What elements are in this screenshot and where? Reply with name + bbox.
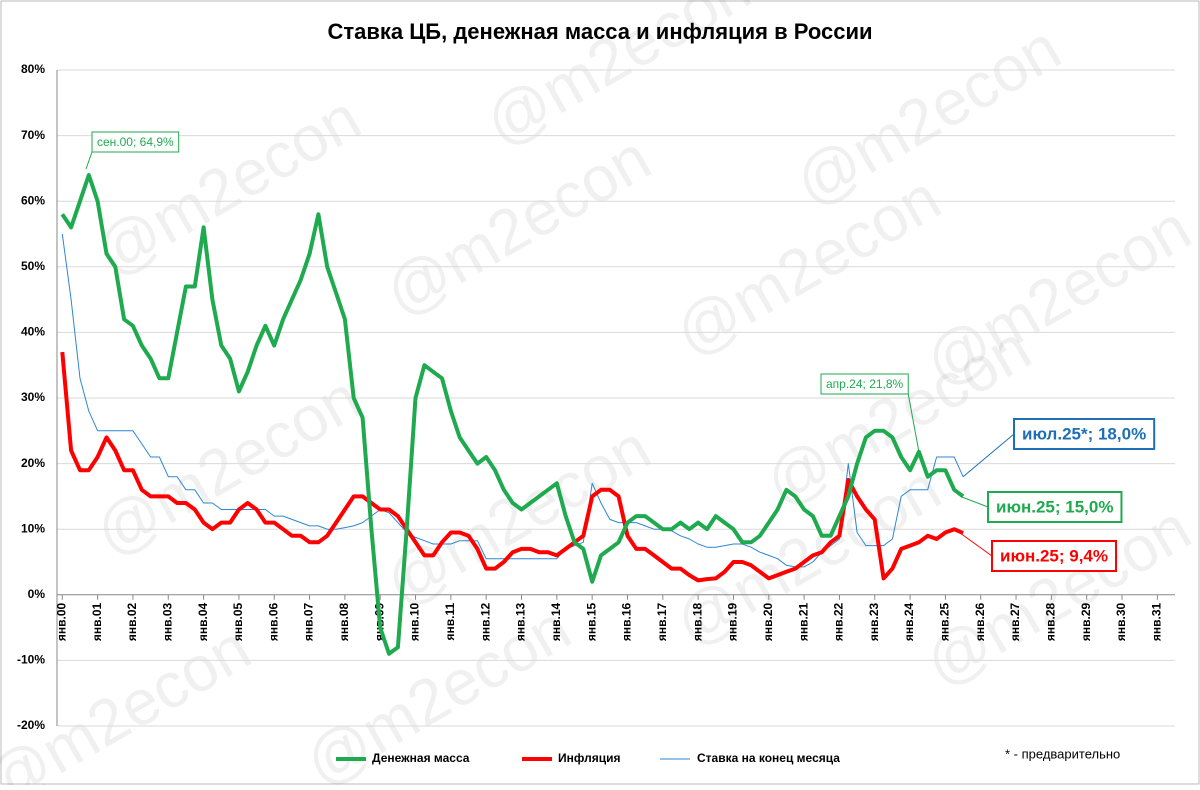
x-tick-label: янв.24 xyxy=(902,602,916,641)
y-tick-label: 80% xyxy=(21,62,45,76)
x-tick-label: янв.18 xyxy=(690,602,704,641)
y-tick-label: -10% xyxy=(17,653,45,667)
series-line xyxy=(61,233,964,568)
annotation-label: июн.25; 15,0% xyxy=(996,497,1113,516)
x-tick-label: янв.03 xyxy=(160,602,174,641)
x-tick-label: янв.06 xyxy=(266,602,280,641)
annotation-label: сен.00; 64,9% xyxy=(97,135,174,149)
x-tick-label: янв.26 xyxy=(973,602,987,641)
x-tick-label: янв.10 xyxy=(408,602,422,641)
chart-title: Ставка ЦБ, денежная масса и инфляция в Р… xyxy=(327,19,872,44)
legend-label: Инфляция xyxy=(558,751,620,765)
legend-label: Денежная масса xyxy=(372,751,470,765)
annotation-box xyxy=(820,373,909,395)
y-tick-label: 40% xyxy=(21,325,45,339)
y-tick-label: 20% xyxy=(21,456,45,470)
x-tick-label: янв.01 xyxy=(90,602,104,641)
annotation-box xyxy=(1013,418,1156,450)
annotation-label: июл.25*; 18,0% xyxy=(1022,424,1146,443)
x-tick-label: янв.13 xyxy=(514,602,528,641)
annotation-pointer xyxy=(959,532,993,557)
x-tick-label: янв.12 xyxy=(478,602,492,641)
y-tick-label: 50% xyxy=(21,259,45,273)
annotation-label: апр.24; 21,8% xyxy=(826,377,904,391)
y-tick-label: 70% xyxy=(21,128,45,142)
annotation-box xyxy=(991,540,1118,572)
y-tick-label: 60% xyxy=(21,193,45,207)
x-tick-label: янв.07 xyxy=(302,602,316,641)
x-tick-label: янв.02 xyxy=(125,602,139,641)
x-tick-label: янв.30 xyxy=(1114,602,1128,641)
x-tick-label: янв.15 xyxy=(584,602,598,641)
x-tick-label: янв.16 xyxy=(620,602,634,641)
annotation-label: июн.25; 9,4% xyxy=(1000,546,1108,565)
x-tick-label: янв.21 xyxy=(796,602,810,641)
annotation-pointer xyxy=(962,433,1015,478)
x-tick-label: янв.31 xyxy=(1150,602,1164,641)
series-line xyxy=(60,351,964,583)
x-tick-label: янв.20 xyxy=(761,602,775,641)
x-tick-label: янв.28 xyxy=(1044,602,1058,641)
x-tick-label: янв.19 xyxy=(726,602,740,641)
x-tick-label: янв.25 xyxy=(938,602,952,641)
x-tick-label: янв.08 xyxy=(337,602,351,641)
annotation-pointer xyxy=(960,495,989,508)
x-tick-label: янв.29 xyxy=(1079,602,1093,641)
y-tick-label: 0% xyxy=(28,587,46,601)
y-tick-label: 30% xyxy=(21,390,45,404)
x-tick-label: янв.04 xyxy=(196,602,210,641)
legend-label: Ставка на конец месяца xyxy=(697,751,840,765)
x-tick-label: янв.11 xyxy=(443,602,457,640)
annotation-pointer xyxy=(907,393,920,452)
x-tick-label: янв.05 xyxy=(231,602,245,641)
y-tick-label: -20% xyxy=(17,718,45,732)
x-tick-label: янв.17 xyxy=(655,602,669,641)
x-tick-label: янв.00 xyxy=(54,602,68,641)
footnote: * - предварительно xyxy=(1005,746,1120,761)
x-tick-label: янв.27 xyxy=(1008,602,1022,641)
series-line xyxy=(60,173,965,656)
x-tick-label: янв.14 xyxy=(549,602,563,641)
y-tick-label: 10% xyxy=(21,521,45,535)
annotation-box xyxy=(987,491,1123,523)
annotation-pointer xyxy=(85,151,93,170)
annotation-box xyxy=(91,131,180,153)
x-tick-label: янв.22 xyxy=(832,602,846,641)
x-tick-label: янв.23 xyxy=(867,602,881,641)
